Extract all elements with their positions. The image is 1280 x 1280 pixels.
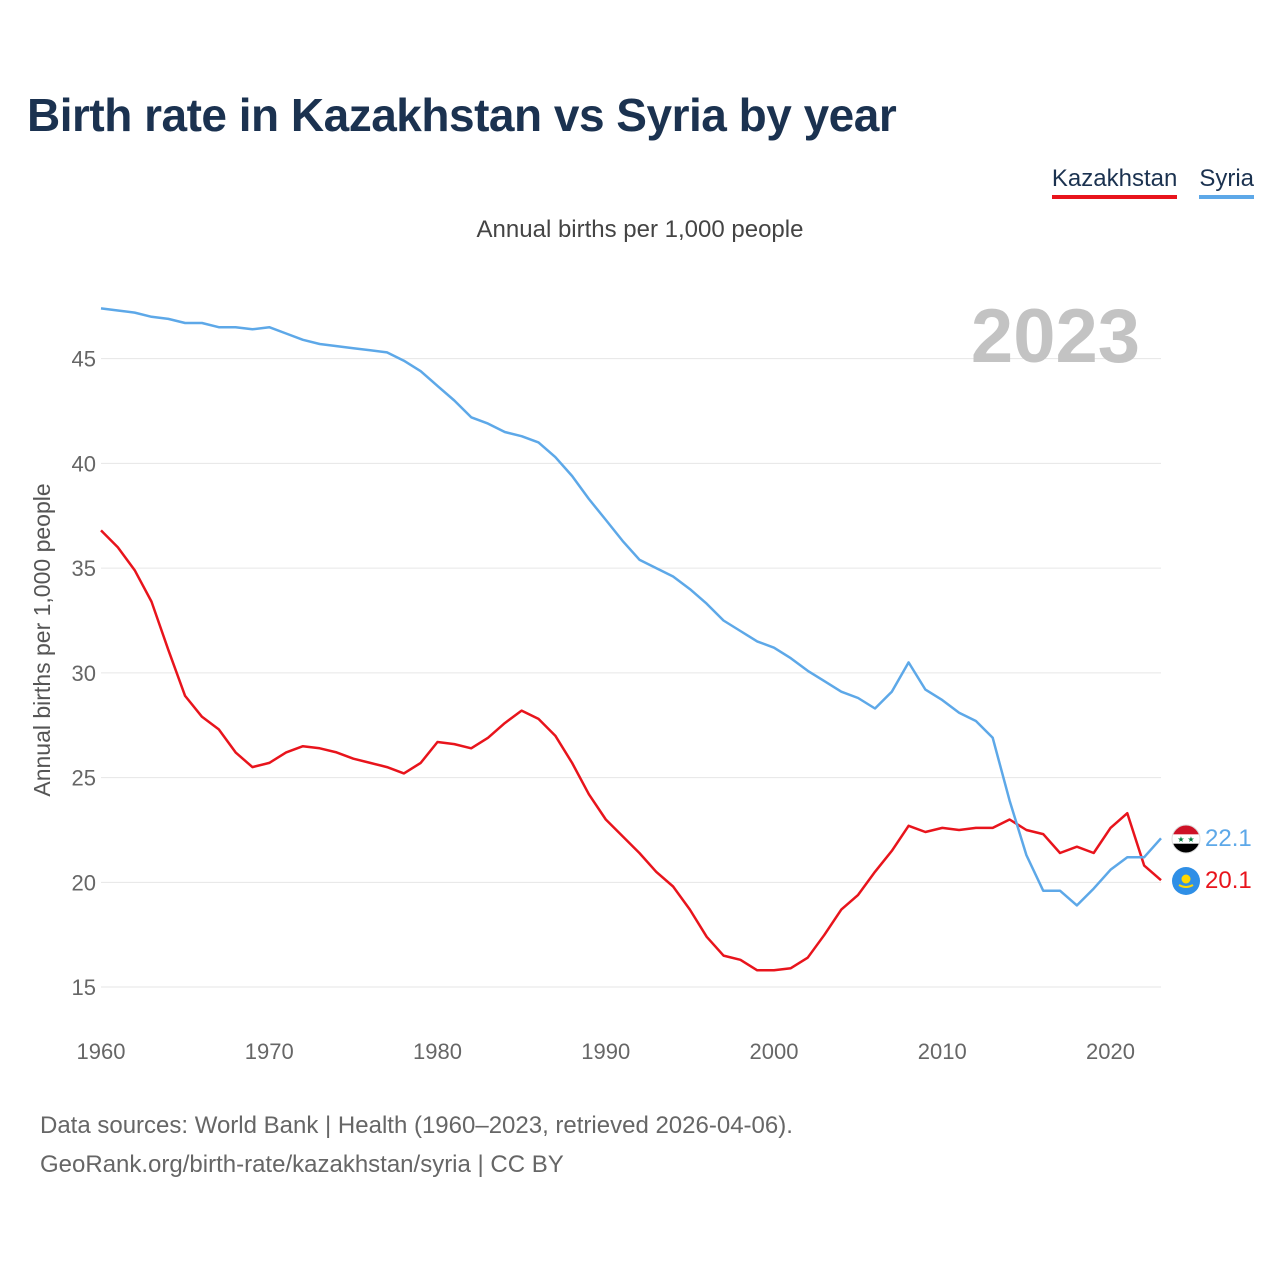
legend-item-kazakhstan[interactable]: Kazakhstan: [1051, 165, 1178, 199]
kazakhstan-end-label: 20.1: [1205, 867, 1252, 894]
y-tick-label: 25: [72, 766, 96, 791]
y-axis-label: Annual births per 1,000 people: [29, 483, 55, 796]
y-tick-label: 35: [72, 556, 96, 581]
y-tick-label: 15: [72, 975, 96, 1000]
y-tick-labels: 15 20 25 30 35 40 45: [72, 347, 96, 1000]
footer: Data sources: World Bank | Health (1960–…: [40, 1106, 793, 1184]
y-tick-label: 30: [72, 661, 96, 686]
year-watermark: 2023: [971, 294, 1140, 379]
x-tick-label: 1970: [245, 1039, 294, 1064]
chart-subtitle: Annual births per 1,000 people: [476, 216, 804, 243]
y-tick-label: 45: [72, 347, 96, 372]
svg-text:★: ★: [1177, 835, 1184, 844]
kazakhstan-flag-icon: [1172, 867, 1200, 895]
x-tick-label: 1990: [581, 1039, 630, 1064]
svg-text:★: ★: [1187, 835, 1194, 844]
syria-flag-icon: ★ ★: [1171, 824, 1201, 854]
grid-lines: [101, 358, 1161, 988]
x-tick-label: 1960: [77, 1039, 126, 1064]
x-tick-labels: 1960 1970 1980 1990 2000 2010 2020: [77, 1039, 1135, 1064]
x-tick-label: 2010: [918, 1039, 967, 1064]
series-line-syria: [100, 307, 1162, 907]
end-markers: ★ ★ 22.1 20.1: [1171, 824, 1252, 895]
series-lines: [100, 307, 1162, 972]
data-source-text: Data sources: World Bank | Health (1960–…: [40, 1112, 793, 1139]
legend: Kazakhstan Syria: [1051, 165, 1254, 199]
y-tick-label: 20: [72, 870, 96, 895]
x-tick-label: 2020: [1086, 1039, 1135, 1064]
x-tick-label: 2000: [750, 1039, 799, 1064]
series-line-kazakhstan: [100, 529, 1162, 972]
legend-item-syria[interactable]: Syria: [1199, 165, 1254, 199]
syria-end-label: 22.1: [1205, 825, 1252, 852]
y-tick-label: 40: [72, 451, 96, 476]
page-title: Birth rate in Kazakhstan vs Syria by yea…: [27, 89, 897, 141]
x-tick-label: 1980: [413, 1039, 462, 1064]
source-url-text[interactable]: GeoRank.org/birth-rate/kazakhstan/syria …: [40, 1151, 564, 1178]
